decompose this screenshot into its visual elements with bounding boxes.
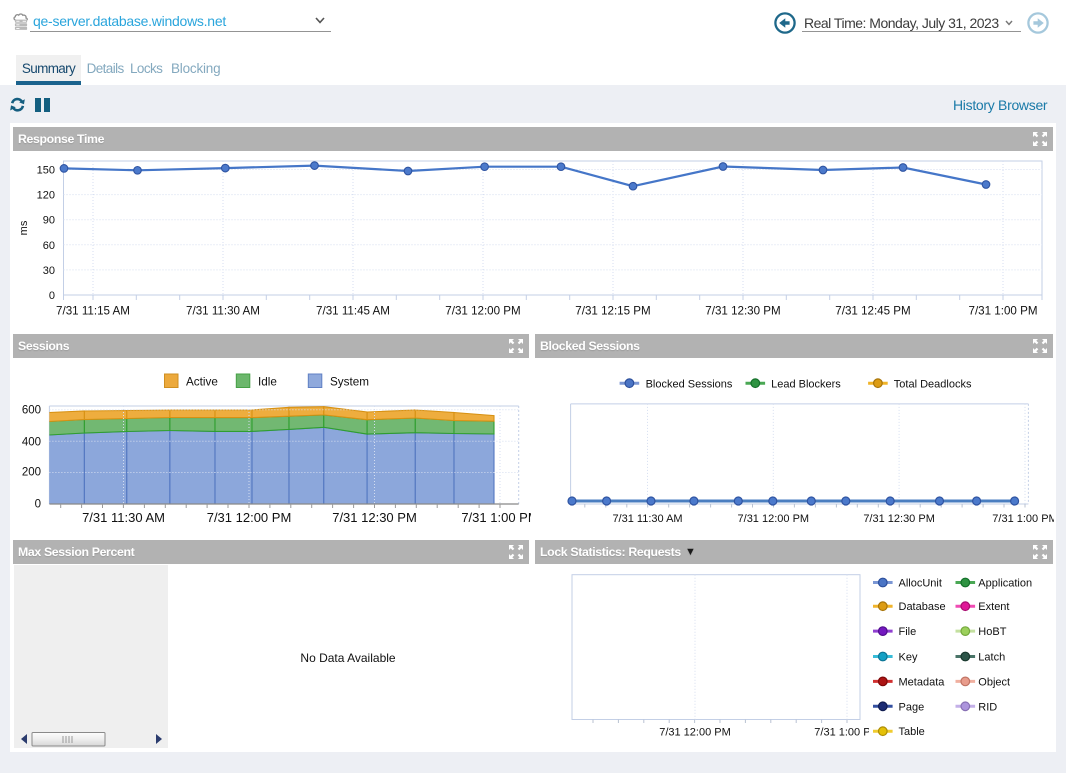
svg-text:90: 90 (43, 215, 55, 227)
svg-text:7/31 12:00 PM: 7/31 12:00 PM (659, 727, 731, 739)
svg-text:System: System (330, 376, 369, 389)
svg-text:HoBT: HoBT (978, 626, 1006, 638)
svg-text:Latch: Latch (978, 652, 1005, 664)
svg-text:7/31 11:30 AM: 7/31 11:30 AM (612, 513, 682, 525)
svg-text:Table: Table (899, 726, 925, 738)
svg-text:7/31 12:45 PM: 7/31 12:45 PM (835, 305, 910, 318)
svg-text:7/31 11:30 AM: 7/31 11:30 AM (186, 305, 260, 318)
svg-text:Extent: Extent (978, 601, 1009, 613)
svg-text:Database: Database (899, 601, 946, 613)
svg-text:Object: Object (978, 676, 1010, 688)
svg-text:400: 400 (22, 436, 41, 448)
svg-text:Lead Blockers: Lead Blockers (771, 378, 841, 390)
svg-text:Application: Application (978, 578, 1032, 590)
svg-text:Key: Key (899, 652, 918, 664)
svg-text:File: File (899, 626, 917, 638)
svg-text:7/31 12:30 PM: 7/31 12:30 PM (705, 305, 780, 318)
svg-text:30: 30 (43, 265, 55, 277)
svg-text:7/31 1:00 PM: 7/31 1:00 PM (461, 510, 531, 525)
svg-text:7/31 11:45 AM: 7/31 11:45 AM (316, 305, 390, 318)
svg-text:7/31 12:30 PM: 7/31 12:30 PM (332, 510, 417, 525)
svg-text:7/31 11:15 AM: 7/31 11:15 AM (56, 305, 130, 318)
svg-text:Page: Page (899, 701, 925, 713)
svg-text:Total Deadlocks: Total Deadlocks (894, 378, 972, 390)
svg-text:7/31 12:15 PM: 7/31 12:15 PM (575, 305, 650, 318)
svg-text:Blocked Sessions: Blocked Sessions (646, 378, 733, 390)
svg-text:7/31 12:30 PM: 7/31 12:30 PM (863, 513, 935, 525)
svg-text:ms: ms (18, 220, 30, 235)
svg-text:0: 0 (49, 290, 55, 302)
svg-text:0: 0 (35, 499, 41, 511)
svg-text:7/31 1:00 PM: 7/31 1:00 PM (992, 513, 1054, 525)
svg-text:Active: Active (186, 376, 218, 389)
svg-text:AllocUnit: AllocUnit (899, 578, 942, 590)
svg-text:RID: RID (978, 701, 997, 713)
svg-text:Metadata: Metadata (899, 676, 946, 688)
svg-text:60: 60 (43, 240, 55, 252)
svg-text:150: 150 (37, 165, 55, 177)
svg-text:7/31 12:00 PM: 7/31 12:00 PM (738, 513, 810, 525)
svg-text:7/31 11:30 AM: 7/31 11:30 AM (82, 510, 165, 525)
svg-text:120: 120 (37, 190, 55, 202)
svg-text:7/31 12:00 PM: 7/31 12:00 PM (445, 305, 520, 318)
svg-text:7/31 12:00 PM: 7/31 12:00 PM (207, 510, 292, 525)
svg-text:Idle: Idle (258, 376, 277, 389)
svg-text:600: 600 (22, 405, 41, 417)
svg-text:7/31 1:00 PM: 7/31 1:00 PM (969, 305, 1038, 318)
svg-text:7/31 1:00 PM: 7/31 1:00 PM (814, 727, 879, 739)
svg-text:200: 200 (22, 467, 41, 479)
